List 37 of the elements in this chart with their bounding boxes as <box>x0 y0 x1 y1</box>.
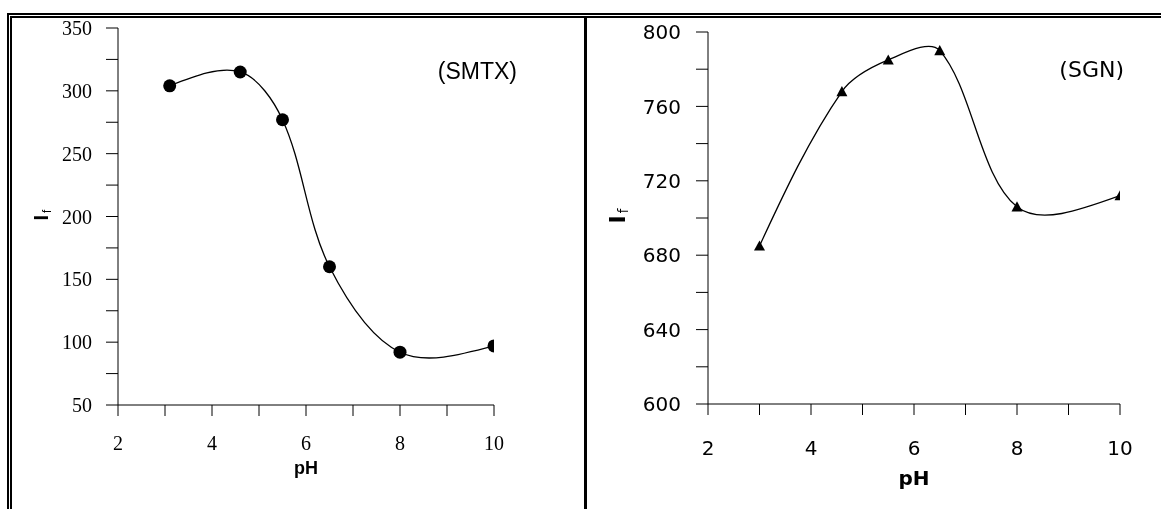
x-tick-label: 2 <box>701 436 715 461</box>
y-tick-label: 720 <box>642 168 681 193</box>
annotation: (SGN) <box>1059 57 1124 82</box>
y-tick-label: 200 <box>62 205 92 228</box>
x-tick-label: 6 <box>907 436 921 461</box>
x-tick-label: 6 <box>301 432 311 455</box>
y-tick-label: 50 <box>72 394 92 417</box>
point <box>163 79 177 93</box>
y-tick-label: 800 <box>642 20 681 45</box>
y-tick-label: 350 <box>62 17 92 40</box>
y-tick-label: 680 <box>642 243 681 268</box>
y-tick-label: 250 <box>62 142 92 165</box>
point <box>754 240 765 251</box>
x-axis-title: pH <box>898 466 930 490</box>
point <box>393 345 407 359</box>
y-tick-label: 150 <box>62 268 92 291</box>
x-tick-label: 4 <box>804 436 818 461</box>
point <box>323 260 336 274</box>
annotation: (SMTX) <box>437 57 517 84</box>
y-tick-label: 300 <box>62 79 92 102</box>
x-tick-label: 2 <box>113 432 123 455</box>
point <box>882 54 894 65</box>
x-tick-label: 8 <box>1010 436 1024 461</box>
x-tick-label: 10 <box>1107 436 1133 461</box>
x-tick-label: 10 <box>484 432 504 455</box>
x-tick-label: 8 <box>395 432 405 455</box>
point <box>1011 201 1023 212</box>
point <box>836 86 848 97</box>
y-tick-label: 100 <box>62 331 92 354</box>
point <box>276 113 289 127</box>
y-tick-label: 640 <box>642 317 681 342</box>
point <box>934 45 946 56</box>
point <box>233 65 247 79</box>
x-axis-title: pH <box>294 458 318 478</box>
y-tick-label: 600 <box>642 392 681 417</box>
x-tick-label: 4 <box>207 432 217 455</box>
y-tick-label: 760 <box>642 94 681 119</box>
